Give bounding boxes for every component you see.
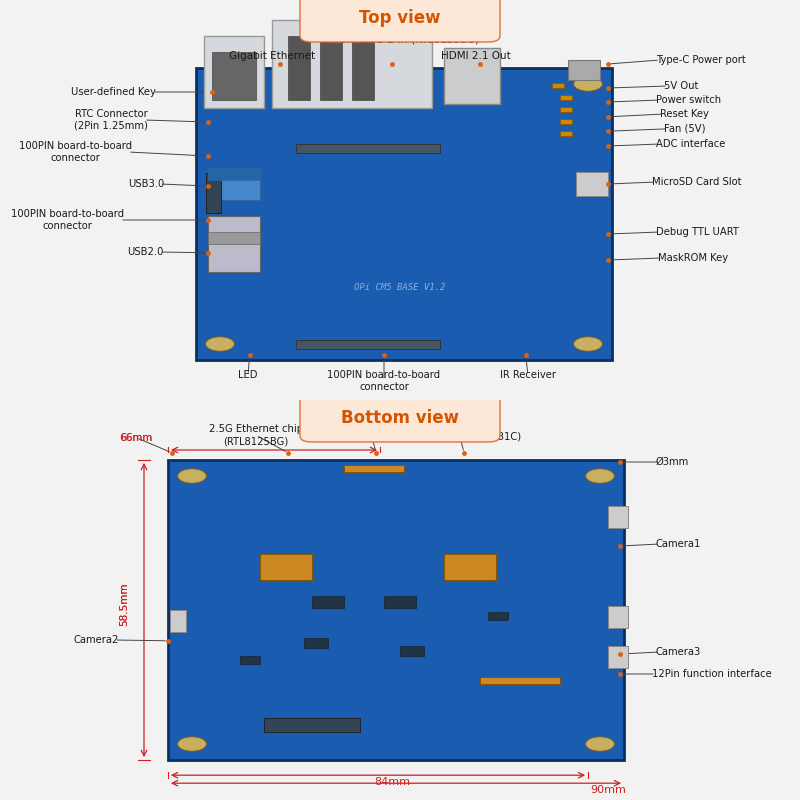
Bar — [212, 52, 256, 100]
Text: MicroSD Card Slot: MicroSD Card Slot — [652, 177, 742, 187]
Text: 66mm: 66mm — [119, 433, 153, 442]
Bar — [208, 170, 260, 200]
Text: OPi CM5 BASE V1.2: OPi CM5 BASE V1.2 — [354, 283, 446, 293]
Text: Camera2: Camera2 — [73, 635, 118, 645]
Bar — [560, 119, 572, 124]
Bar — [608, 506, 628, 528]
Circle shape — [206, 337, 234, 351]
Bar — [560, 131, 572, 136]
Bar — [312, 596, 344, 608]
Text: Gigabit Ethernet: Gigabit Ethernet — [229, 51, 315, 61]
Text: Ethernet chip (YT8531C): Ethernet chip (YT8531C) — [399, 432, 521, 442]
Bar — [568, 60, 600, 80]
Bar — [208, 216, 260, 272]
Text: 100PIN board-to-board
connector: 100PIN board-to-board connector — [327, 370, 441, 392]
Bar — [320, 36, 342, 100]
Bar — [304, 638, 328, 648]
Bar — [444, 48, 500, 104]
Text: Camera1: Camera1 — [656, 539, 702, 549]
Bar — [208, 168, 260, 180]
Text: USB3.0: USB3.0 — [128, 179, 164, 189]
Bar — [444, 554, 496, 580]
Bar — [488, 612, 508, 620]
Text: 2*PCIe 2.5G LAN (RTL8125BG): 2*PCIe 2.5G LAN (RTL8125BG) — [321, 35, 479, 45]
Text: 12Pin function interface: 12Pin function interface — [652, 669, 772, 679]
Text: USB2.0: USB2.0 — [128, 247, 164, 257]
Text: 90mm: 90mm — [590, 785, 626, 795]
Text: IR Receiver: IR Receiver — [500, 370, 556, 380]
Text: Camera4: Camera4 — [350, 432, 394, 442]
Text: ADC interface: ADC interface — [656, 139, 726, 149]
Bar — [296, 144, 440, 153]
Bar — [208, 232, 260, 244]
Text: Ø3mm: Ø3mm — [656, 457, 690, 467]
Bar — [170, 610, 186, 632]
Text: 58.5mm: 58.5mm — [119, 582, 129, 626]
Bar — [288, 36, 310, 100]
Bar — [608, 646, 628, 668]
Bar — [272, 20, 432, 108]
Text: Top view: Top view — [359, 9, 441, 27]
Text: Debug TTL UART: Debug TTL UART — [656, 227, 739, 237]
Bar — [552, 83, 564, 88]
Text: 100PIN board-to-board
connector: 100PIN board-to-board connector — [19, 141, 132, 162]
Bar — [560, 95, 572, 100]
FancyBboxPatch shape — [300, 394, 500, 442]
Bar — [240, 656, 260, 664]
Text: 2.5G Ethernet chip
(RTL8125BG): 2.5G Ethernet chip (RTL8125BG) — [209, 424, 303, 446]
Text: Fan (5V): Fan (5V) — [664, 124, 706, 134]
Text: 84mm: 84mm — [374, 777, 410, 787]
Bar — [296, 340, 440, 349]
Bar — [168, 460, 624, 760]
Bar — [260, 554, 312, 580]
Text: Bottom view: Bottom view — [341, 409, 459, 427]
Text: Power switch: Power switch — [656, 95, 721, 105]
Bar — [206, 173, 221, 213]
Bar — [352, 36, 374, 100]
Circle shape — [206, 77, 234, 91]
Bar — [344, 465, 404, 472]
Circle shape — [178, 469, 206, 483]
Text: HDMI 2.1 Out: HDMI 2.1 Out — [441, 51, 511, 61]
Bar — [560, 107, 572, 112]
Circle shape — [178, 737, 206, 751]
Text: RTC Connector
(2Pin 1.25mm): RTC Connector (2Pin 1.25mm) — [74, 110, 148, 130]
FancyBboxPatch shape — [300, 0, 500, 42]
Text: 5V Out: 5V Out — [664, 81, 698, 91]
Bar — [608, 606, 628, 628]
Text: Type-C Power port: Type-C Power port — [656, 55, 746, 65]
Text: Reset Key: Reset Key — [660, 109, 709, 119]
Text: 66mm: 66mm — [120, 433, 152, 442]
Bar — [480, 677, 560, 684]
Bar — [400, 646, 424, 656]
Circle shape — [406, 29, 418, 35]
Bar — [204, 36, 264, 108]
Circle shape — [390, 29, 402, 35]
Bar — [264, 718, 360, 732]
Circle shape — [586, 737, 614, 751]
Text: MaskROM Key: MaskROM Key — [658, 253, 728, 263]
Text: Camera3: Camera3 — [656, 647, 702, 657]
Circle shape — [574, 337, 602, 351]
Bar — [384, 596, 416, 608]
Circle shape — [586, 469, 614, 483]
Text: LED: LED — [238, 370, 258, 380]
Text: 58.5mm: 58.5mm — [119, 582, 129, 626]
Bar — [196, 68, 612, 360]
Text: User-defined Key: User-defined Key — [71, 87, 156, 97]
Bar — [576, 172, 608, 196]
Circle shape — [574, 77, 602, 91]
Text: 100PIN board-to-board
connector: 100PIN board-to-board connector — [11, 210, 124, 230]
